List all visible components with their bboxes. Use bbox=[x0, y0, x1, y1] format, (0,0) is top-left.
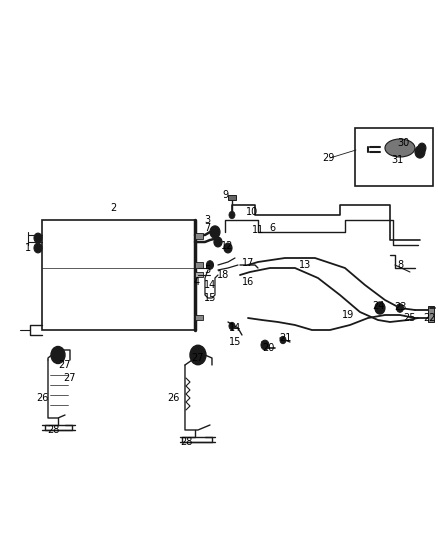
Circle shape bbox=[396, 304, 403, 312]
Bar bbox=[228, 195, 236, 200]
Circle shape bbox=[214, 237, 222, 247]
Circle shape bbox=[280, 336, 286, 344]
Text: 30: 30 bbox=[397, 138, 409, 148]
Circle shape bbox=[415, 146, 425, 158]
Bar bbox=[195, 233, 203, 239]
Circle shape bbox=[261, 340, 269, 350]
Text: 15: 15 bbox=[229, 337, 241, 347]
Ellipse shape bbox=[385, 139, 415, 157]
Circle shape bbox=[206, 261, 213, 269]
Text: 8: 8 bbox=[397, 260, 403, 270]
Text: 29: 29 bbox=[322, 153, 334, 163]
Text: 15: 15 bbox=[204, 293, 216, 303]
Bar bbox=[428, 306, 434, 322]
Bar bbox=[42, 220, 195, 330]
Text: 7: 7 bbox=[204, 223, 210, 233]
Text: 9: 9 bbox=[222, 190, 228, 200]
Text: 13: 13 bbox=[299, 260, 311, 270]
Text: 3: 3 bbox=[204, 215, 210, 225]
Text: 6: 6 bbox=[269, 223, 275, 233]
Text: 1: 1 bbox=[25, 243, 31, 253]
Text: 28: 28 bbox=[47, 425, 59, 435]
Text: 4: 4 bbox=[194, 277, 200, 287]
Text: 19: 19 bbox=[342, 310, 354, 320]
Circle shape bbox=[190, 345, 206, 365]
Circle shape bbox=[229, 212, 235, 219]
Text: 20: 20 bbox=[262, 343, 274, 353]
Bar bbox=[195, 262, 203, 268]
Text: 31: 31 bbox=[391, 155, 403, 165]
Text: 21: 21 bbox=[279, 333, 291, 343]
Text: 12: 12 bbox=[221, 241, 233, 251]
Circle shape bbox=[418, 143, 426, 153]
Text: 10: 10 bbox=[246, 207, 258, 217]
Text: 25: 25 bbox=[404, 313, 416, 323]
Circle shape bbox=[375, 302, 385, 314]
Circle shape bbox=[34, 233, 42, 243]
Text: 26: 26 bbox=[167, 393, 179, 403]
Text: 26: 26 bbox=[36, 393, 48, 403]
Text: 16: 16 bbox=[242, 277, 254, 287]
Text: 27: 27 bbox=[64, 373, 76, 383]
Circle shape bbox=[229, 322, 235, 329]
Circle shape bbox=[210, 226, 220, 238]
Text: 17: 17 bbox=[242, 258, 254, 268]
Text: 23: 23 bbox=[394, 302, 406, 312]
Text: 27: 27 bbox=[192, 353, 204, 363]
Text: 11: 11 bbox=[252, 225, 264, 235]
Bar bbox=[195, 272, 203, 277]
Text: 18: 18 bbox=[217, 270, 229, 280]
Text: 28: 28 bbox=[180, 437, 192, 447]
Bar bbox=[355, 128, 433, 186]
Circle shape bbox=[34, 243, 42, 253]
Text: 27: 27 bbox=[59, 360, 71, 370]
Circle shape bbox=[224, 243, 232, 253]
Text: 22: 22 bbox=[424, 313, 436, 323]
Text: 5: 5 bbox=[204, 265, 210, 275]
Bar bbox=[195, 315, 203, 320]
Text: 14: 14 bbox=[229, 323, 241, 333]
Text: 14: 14 bbox=[204, 280, 216, 290]
Text: 2: 2 bbox=[110, 203, 116, 213]
Text: 24: 24 bbox=[372, 301, 384, 311]
Circle shape bbox=[51, 346, 65, 364]
